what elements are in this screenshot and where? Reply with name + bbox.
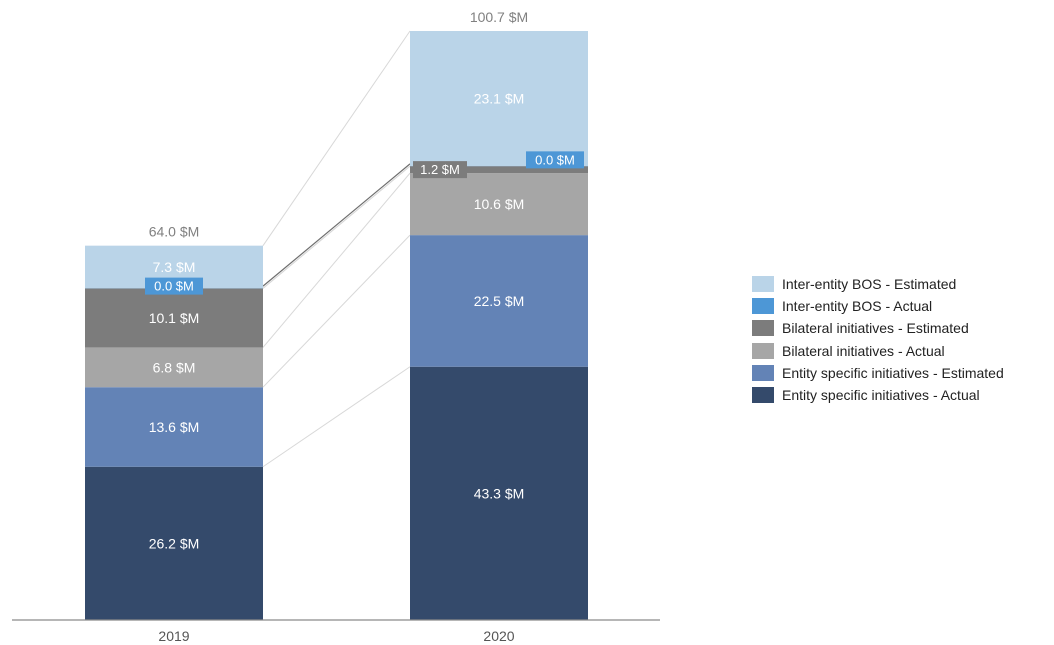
legend-item: Bilateral initiatives - Actual [752, 340, 1004, 362]
legend-swatch [752, 387, 774, 404]
segment-value-label: 22.5 $M [474, 293, 525, 309]
legend-swatch [752, 298, 774, 315]
connector-line [262, 172, 411, 348]
legend-item: Inter-entity BOS - Actual [752, 295, 1004, 317]
value-badge [526, 151, 584, 169]
legend-item: Bilateral initiatives - Estimated [752, 317, 1004, 339]
x-tick-label: 2019 [158, 628, 189, 644]
x-axis-tick-labels: 2019 2020 [158, 628, 514, 644]
legend-item: Entity specific initiatives - Actual [752, 384, 1004, 406]
segment-value-labels: 26.2 $M 13.6 $M 6.8 $M 10.1 $M 0.0 $M 7.3 $M 4… [145, 91, 584, 551]
segment-value-label: 0.0 $M [154, 279, 194, 294]
bar-segment [410, 366, 588, 620]
legend-label: Inter-entity BOS - Estimated [782, 276, 957, 293]
segment-value-label: 10.6 $M [474, 196, 525, 212]
segment-value-label: 43.3 $M [474, 485, 525, 501]
total-label: 64.0 $M [149, 224, 200, 240]
legend-swatch [752, 320, 774, 337]
bar-segments [85, 31, 588, 620]
legend: Inter-entity BOS - Estimated Inter-entity… [752, 273, 1004, 406]
legend-label: Entity specific initiatives - Actual [782, 387, 980, 404]
connector-line [262, 366, 411, 468]
legend-label: Entity specific initiatives - Estimated [782, 364, 1004, 381]
legend-swatch [752, 276, 774, 293]
total-labels: 64.0 $M 100.7 $M [149, 9, 528, 240]
legend-swatch [752, 342, 774, 359]
segment-value-label: 23.1 $M [474, 91, 525, 107]
segment-value-label: 10.1 $M [149, 310, 200, 326]
total-label: 100.7 $M [470, 9, 528, 25]
bar-segment [85, 466, 263, 620]
bar-segment [410, 31, 588, 167]
x-tick-label: 2020 [483, 628, 514, 644]
legend-swatch [752, 364, 774, 381]
legend-label: Inter-entity BOS - Actual [782, 298, 933, 315]
bar-segment [85, 288, 263, 348]
connector-line-zero [262, 163, 411, 287]
legend-label: Bilateral initiatives - Actual [782, 342, 945, 359]
segment-value-label: 13.6 $M [149, 419, 200, 435]
segment-value-label: 26.2 $M [149, 535, 200, 551]
bar-segment [410, 173, 588, 236]
segment-value-label: 1.2 $M [420, 162, 460, 177]
connector-line [262, 165, 411, 289]
value-badge [145, 277, 203, 295]
bar-segment [85, 387, 263, 467]
legend-item: Inter-entity BOS - Estimated [752, 273, 1004, 295]
bar-segment [410, 235, 588, 367]
value-badge [413, 161, 467, 179]
connector-lines [262, 30, 411, 621]
legend-item: Entity specific initiatives - Estimated [752, 362, 1004, 384]
connector-line [262, 234, 411, 388]
segment-value-label: 6.8 $M [153, 359, 196, 375]
segment-value-label: 7.3 $M [153, 259, 196, 275]
bar-segment [85, 347, 263, 388]
legend-label: Bilateral initiatives - Estimated [782, 320, 969, 337]
segment-value-label: 0.0 $M [535, 152, 575, 167]
bar-segment [410, 166, 588, 174]
connector-line [262, 30, 411, 246]
